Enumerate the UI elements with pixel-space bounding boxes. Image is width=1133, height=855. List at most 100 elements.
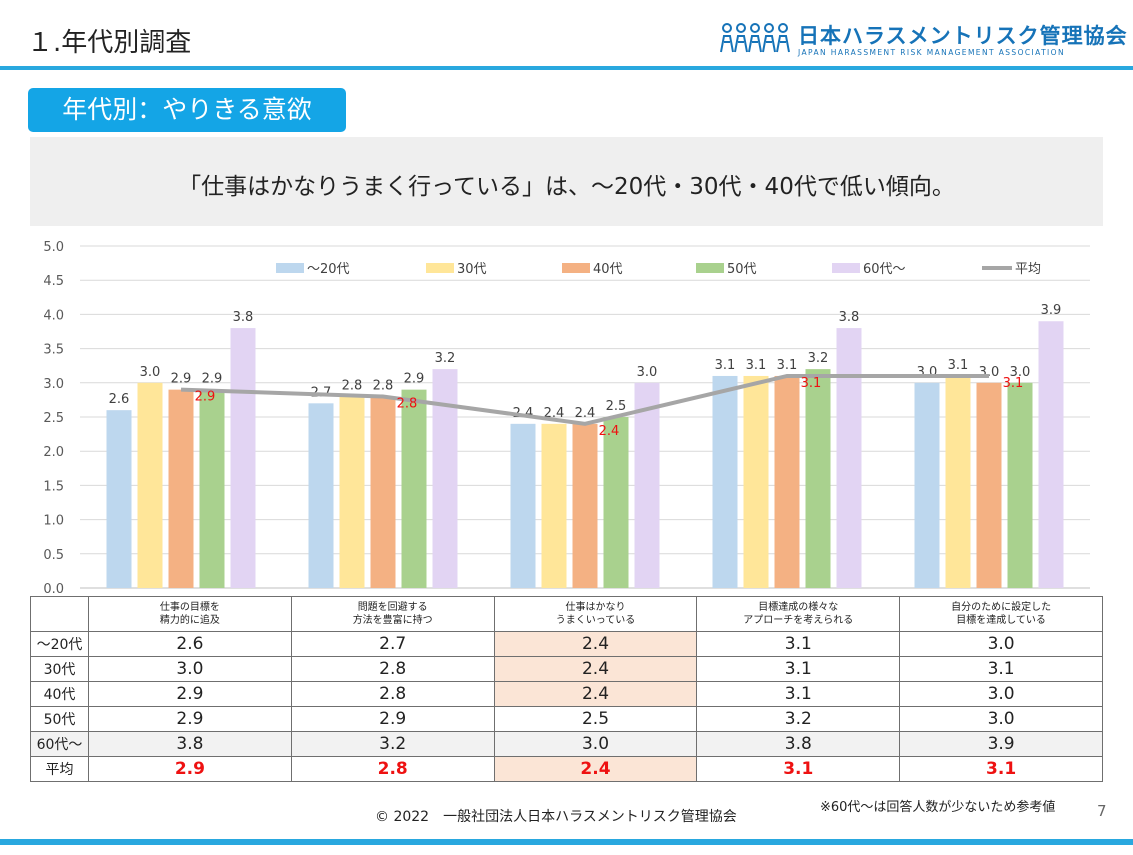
average-data-label: 2.8	[397, 396, 418, 411]
copyright: © 2022 一般社団法人日本ハラスメントリスク管理協会	[375, 809, 737, 825]
bar	[976, 382, 1002, 588]
table-cell: 3.0	[899, 631, 1103, 657]
bar	[339, 396, 365, 588]
row-label: 30代	[30, 656, 89, 682]
column-header-line: 仕事はかなり	[565, 602, 626, 613]
column-header-line: うまくいっている	[555, 615, 636, 626]
people-logo-icon	[720, 23, 790, 53]
average-data-label: 2.9	[195, 390, 216, 405]
y-tick-label: 1.5	[43, 479, 64, 494]
footer-divider	[0, 839, 1133, 845]
header-divider	[0, 66, 1133, 70]
legend-swatch	[696, 263, 724, 273]
legend-label: 30代	[457, 262, 487, 277]
organization-name: 日本ハラスメントリスク管理協会	[798, 24, 1128, 48]
bar-data-label: 3.1	[715, 358, 736, 373]
table-row: ～20代 2.6 2.7 2.4 3.1 3.0	[30, 631, 1103, 657]
table-cell: 3.1	[696, 756, 901, 782]
column-header-line: 目標達成の様々な	[758, 602, 839, 613]
table-cell: 2.9	[88, 681, 292, 707]
bar	[230, 328, 256, 588]
table-cell: 2.4	[493, 681, 698, 707]
y-tick-label: 3.0	[43, 377, 64, 392]
bar-data-label: 2.9	[404, 372, 425, 387]
headline-box: 「仕事はかなりうまく行っている」は、～20代・30代・40代で低い傾向。	[30, 137, 1103, 226]
column-header-line: 精力的に追及	[159, 615, 220, 626]
table-cell: 3.0	[493, 731, 698, 757]
average-data-label: 2.4	[599, 424, 620, 439]
column-header: 仕事の目標を 精力的に追及	[88, 596, 292, 632]
table-cell: 3.0	[899, 706, 1103, 732]
table-cell: 3.1	[899, 756, 1103, 782]
legend-swatch	[832, 263, 860, 273]
table-cell: 2.8	[290, 656, 495, 682]
reference-note: ※60代～は回答人数が少ないため参考値	[820, 800, 1056, 815]
legend-label: 60代～	[863, 262, 906, 277]
bar	[370, 396, 396, 588]
average-data-label: 3.1	[801, 376, 822, 391]
legend-label: ～20代	[307, 262, 350, 277]
table-cell: 3.2	[696, 706, 901, 732]
bar-data-label: 2.4	[575, 406, 596, 421]
table-row: 50代 2.9 2.9 2.5 3.2 3.0	[30, 706, 1103, 732]
column-header: 問題を回避する 方法を豊富に持つ	[290, 596, 495, 632]
column-header: 自分のために設定した 目標を達成している	[899, 596, 1103, 632]
row-label: 40代	[30, 681, 89, 707]
table-cell: 2.9	[290, 706, 495, 732]
column-header: 目標達成の様々な アプローチを考えられる	[696, 596, 901, 632]
column-header-line: 自分のために設定した	[951, 602, 1052, 613]
organization-name-en: JAPAN HARASSMENT RISK MANAGEMENT ASSOCIA…	[798, 48, 1065, 57]
column-header-line: 目標を達成している	[956, 615, 1046, 626]
bar-data-label: 3.0	[140, 365, 161, 380]
bar	[137, 382, 163, 588]
bar	[712, 375, 738, 588]
table-row: 40代 2.9 2.8 2.4 3.1 3.0	[30, 681, 1103, 707]
row-label: ～20代	[30, 631, 89, 657]
bar	[168, 389, 194, 588]
table-row: 平均 2.9 2.8 2.4 3.1 3.1	[30, 756, 1103, 782]
legend-swatch	[426, 263, 454, 273]
bar	[914, 382, 940, 588]
table-cell: 2.9	[88, 756, 292, 782]
bar	[199, 389, 225, 588]
bar	[836, 328, 862, 588]
y-tick-label: 3.5	[43, 343, 64, 358]
headline-text: 「仕事はかなりうまく行っている」は、～20代・30代・40代で低い傾向。	[178, 174, 955, 200]
column-header: 仕事はかなり うまくいっている	[493, 596, 698, 632]
bar	[945, 375, 971, 588]
y-tick-label: 2.0	[43, 445, 64, 460]
bar	[1007, 382, 1033, 588]
bar-data-label: 3.0	[1010, 365, 1031, 380]
bar	[634, 382, 660, 588]
bar-data-label: 3.8	[839, 310, 860, 325]
table-row: 30代 3.0 2.8 2.4 3.1 3.1	[30, 656, 1103, 682]
bar	[510, 423, 536, 588]
bar-data-label: 2.8	[342, 378, 363, 393]
table-cell: 2.8	[290, 756, 495, 782]
table-cell: 3.1	[696, 631, 901, 657]
bar-data-label: 2.9	[171, 372, 192, 387]
column-header-line: 仕事の目標を	[159, 602, 220, 613]
legend-swatch	[562, 263, 590, 273]
bar-data-label: 3.1	[948, 358, 969, 373]
table-cell: 2.9	[88, 706, 292, 732]
column-header-line: 方法を豊富に持つ	[352, 615, 433, 626]
table-cell: 2.4	[493, 756, 698, 782]
bar-data-label: 3.1	[777, 358, 798, 373]
table-cell: 2.8	[290, 681, 495, 707]
average-line	[180, 373, 989, 426]
section-badge: 年代別：やりきる意欲	[28, 88, 346, 132]
bar-data-label: 3.2	[435, 351, 456, 366]
table-row: 60代～ 3.8 3.2 3.0 3.8 3.9	[30, 731, 1103, 757]
bar	[572, 423, 598, 588]
bar-data-label: 3.8	[233, 310, 254, 325]
bar-data-label: 2.8	[373, 378, 394, 393]
row-label: 50代	[30, 706, 89, 732]
bar	[401, 389, 427, 588]
average-data-label: 3.1	[1003, 376, 1024, 391]
table-cell: 2.4	[493, 656, 698, 682]
bar-data-label: 3.2	[808, 351, 829, 366]
table-cell: 2.4	[493, 631, 698, 657]
legend-swatch	[276, 263, 304, 273]
table-cell: 2.7	[290, 631, 495, 657]
